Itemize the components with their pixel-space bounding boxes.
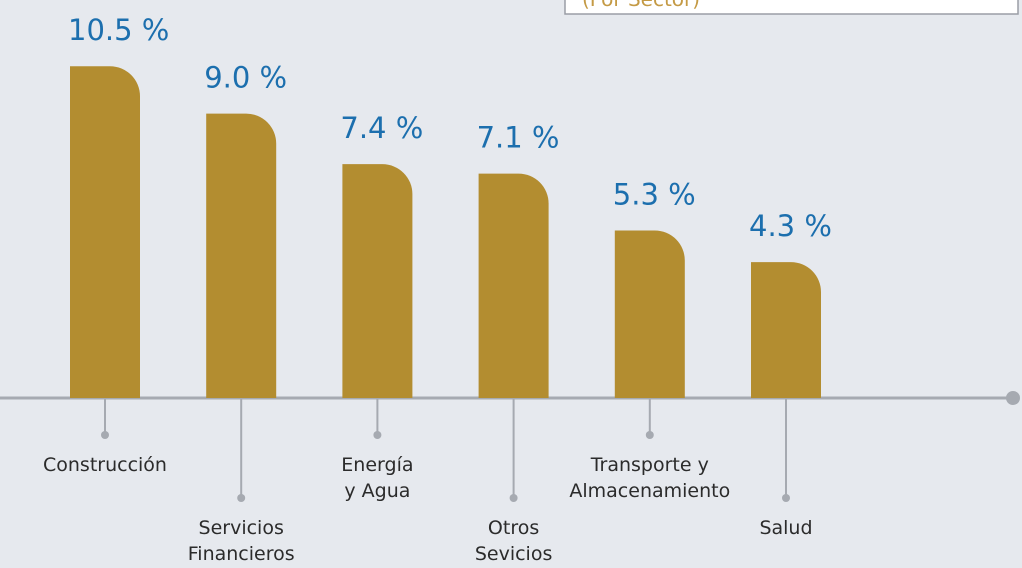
label-dot: [237, 494, 246, 502]
axis-end: [1006, 391, 1020, 405]
x-tick-label: Salud: [759, 517, 812, 539]
value-label: 5.3 %: [613, 178, 696, 212]
x-tick-label: Almacenamiento: [569, 480, 730, 502]
value-label: 4.3 %: [749, 209, 832, 243]
label-dot: [509, 494, 518, 502]
x-tick-label: Construcción: [43, 454, 167, 476]
x-tick-label: Energía: [341, 454, 413, 476]
bar: [342, 164, 413, 398]
chart-subtitle: (Por Sector): [582, 0, 700, 11]
label-dot: [782, 494, 790, 502]
value-label: 10.5 %: [68, 13, 169, 47]
value-label: 9.0 %: [204, 61, 287, 95]
subtitle-box: [564, 0, 1019, 15]
bar: [206, 113, 277, 398]
label-dot: [101, 431, 109, 439]
x-tick-label: Servicios: [199, 517, 284, 539]
bar: [614, 230, 685, 398]
bar: [478, 173, 549, 398]
label-dot: [645, 431, 654, 439]
x-tick-label: Transporte y: [590, 454, 709, 476]
x-tick-label: Financieros: [188, 543, 295, 565]
x-tick-label: Otros: [488, 517, 539, 539]
value-label: 7.4 %: [340, 111, 423, 145]
bar: [70, 66, 140, 398]
x-tick-label: Sevicios: [475, 543, 553, 565]
label-dot: [373, 431, 382, 439]
bar: [751, 262, 821, 398]
value-label: 7.1 %: [477, 121, 560, 155]
x-tick-label: y Agua: [344, 480, 410, 502]
